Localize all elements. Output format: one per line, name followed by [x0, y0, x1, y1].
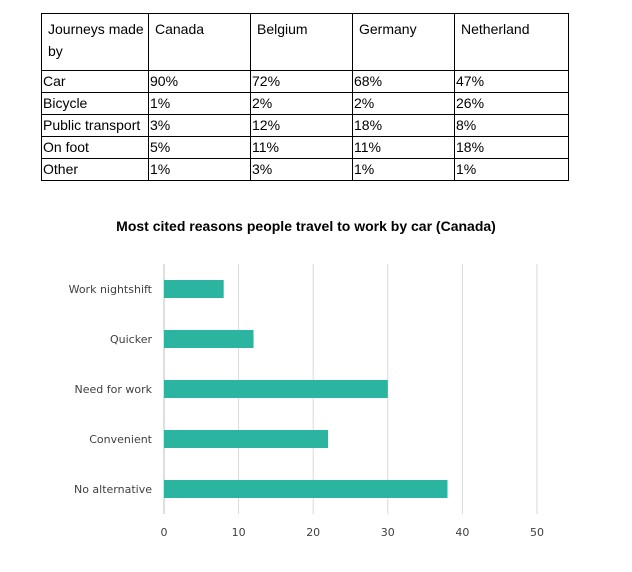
table-cell: On foot	[41, 136, 149, 159]
x-tick-label: 10	[232, 526, 246, 539]
table-row: Car 90% 72% 68% 47%	[41, 70, 569, 93]
bar	[164, 330, 254, 348]
bar	[164, 430, 329, 448]
table-row: Public transport 3% 12% 18% 8%	[41, 114, 569, 137]
table-cell: Other	[41, 158, 149, 181]
x-tick-label: 0	[161, 526, 168, 539]
chart-title: Most cited reasons people travel to work…	[116, 218, 496, 234]
bar	[164, 280, 224, 298]
table-cell: 1%	[454, 158, 569, 181]
category-label: Convenient	[89, 433, 152, 446]
table-cell: 3%	[148, 114, 251, 137]
x-tick-label: 40	[455, 526, 469, 539]
table-cell: 11%	[250, 136, 353, 159]
header-cell: Netherland	[454, 13, 569, 71]
table-row: Bicycle 1% 2% 2% 26%	[41, 92, 569, 115]
table-cell: 1%	[352, 158, 455, 181]
header-cell: Germany	[352, 13, 455, 71]
header-cell: Belgium	[250, 13, 353, 71]
table-cell: 68%	[352, 70, 455, 93]
category-label: Need for work	[75, 383, 153, 396]
category-label: No alternative	[74, 483, 152, 496]
table-cell: 8%	[454, 114, 569, 137]
bar	[164, 380, 388, 398]
header-cell: Canada	[148, 13, 251, 71]
table-cell: 47%	[454, 70, 569, 93]
category-label: Work nightshift	[69, 283, 153, 296]
category-label: Quicker	[110, 333, 152, 346]
table-cell: 2%	[352, 92, 455, 115]
table-cell: 5%	[148, 136, 251, 159]
table-cell: Car	[41, 70, 149, 93]
table-cell: 2%	[250, 92, 353, 115]
table-header-row: Journeys made by Canada Belgium Germany …	[41, 13, 569, 71]
table-cell: 12%	[250, 114, 353, 137]
table-cell: 11%	[352, 136, 455, 159]
journeys-table: Journeys made by Canada Belgium Germany …	[41, 13, 569, 181]
table-row: On foot 5% 11% 11% 18%	[41, 136, 569, 159]
x-tick-label: 50	[530, 526, 544, 539]
table-cell: 18%	[454, 136, 569, 159]
table-cell: 3%	[250, 158, 353, 181]
table-cell: 90%	[148, 70, 251, 93]
table-row: Other 1% 3% 1% 1%	[41, 158, 569, 181]
table-cell: Bicycle	[41, 92, 149, 115]
bar-chart: 0 10 20 30 40 50 Work nightshift Quicker Need fo…	[69, 264, 544, 539]
table-cell: 1%	[148, 92, 251, 115]
bar	[164, 480, 448, 498]
x-tick-label: 20	[306, 526, 320, 539]
table-cell: 1%	[148, 158, 251, 181]
table-cell: 26%	[454, 92, 569, 115]
table-cell: Public transport	[41, 114, 149, 137]
header-cell: Journeys made by	[41, 13, 149, 71]
x-tick-label: 30	[381, 526, 395, 539]
table-cell: 72%	[250, 70, 353, 93]
table-cell: 18%	[352, 114, 455, 137]
